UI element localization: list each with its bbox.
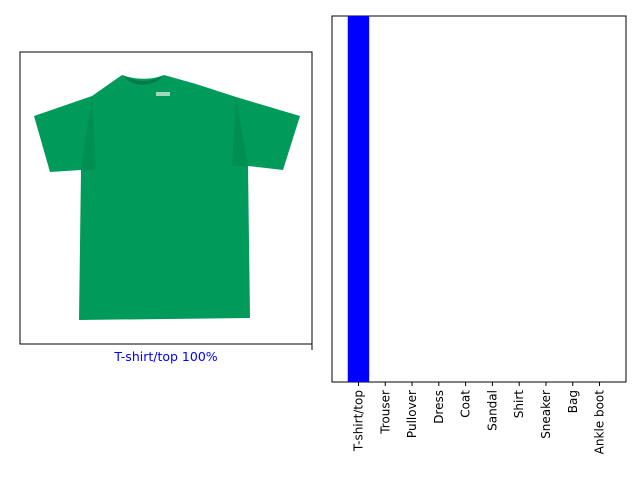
tshirt-image (34, 75, 300, 320)
tshirt-shape (34, 75, 300, 320)
tshirt-tag (156, 92, 170, 96)
bar-chart: T-shirt/top Trouser Pullover Dress Coat Sanda… (331, 15, 627, 455)
x-tick-label: Shirt (512, 390, 526, 418)
x-tick-label: T-shirt/top (351, 390, 365, 452)
x-tick-label: Pullover (405, 390, 419, 438)
x-tick-label: Coat (459, 390, 473, 418)
x-ticks-group: T-shirt/top Trouser Pullover Dress Coat Sanda… (351, 382, 607, 455)
x-tick-label: Sneaker (539, 390, 553, 439)
x-tick-label: Sandal (485, 390, 499, 431)
x-tick-label: Ankle boot (593, 390, 607, 455)
x-tick-label: Dress (432, 390, 446, 424)
plot-area (331, 15, 627, 383)
bar-t-shirt-top (347, 16, 370, 382)
x-tick-label: Trouser (378, 390, 392, 435)
x-tick-label: Bag (566, 390, 580, 413)
bars-group (347, 16, 370, 382)
image-panel: T-shirt/top 100% (19, 51, 313, 364)
tshirt-collar (122, 75, 164, 85)
image-caption: T-shirt/top 100% (113, 349, 217, 364)
